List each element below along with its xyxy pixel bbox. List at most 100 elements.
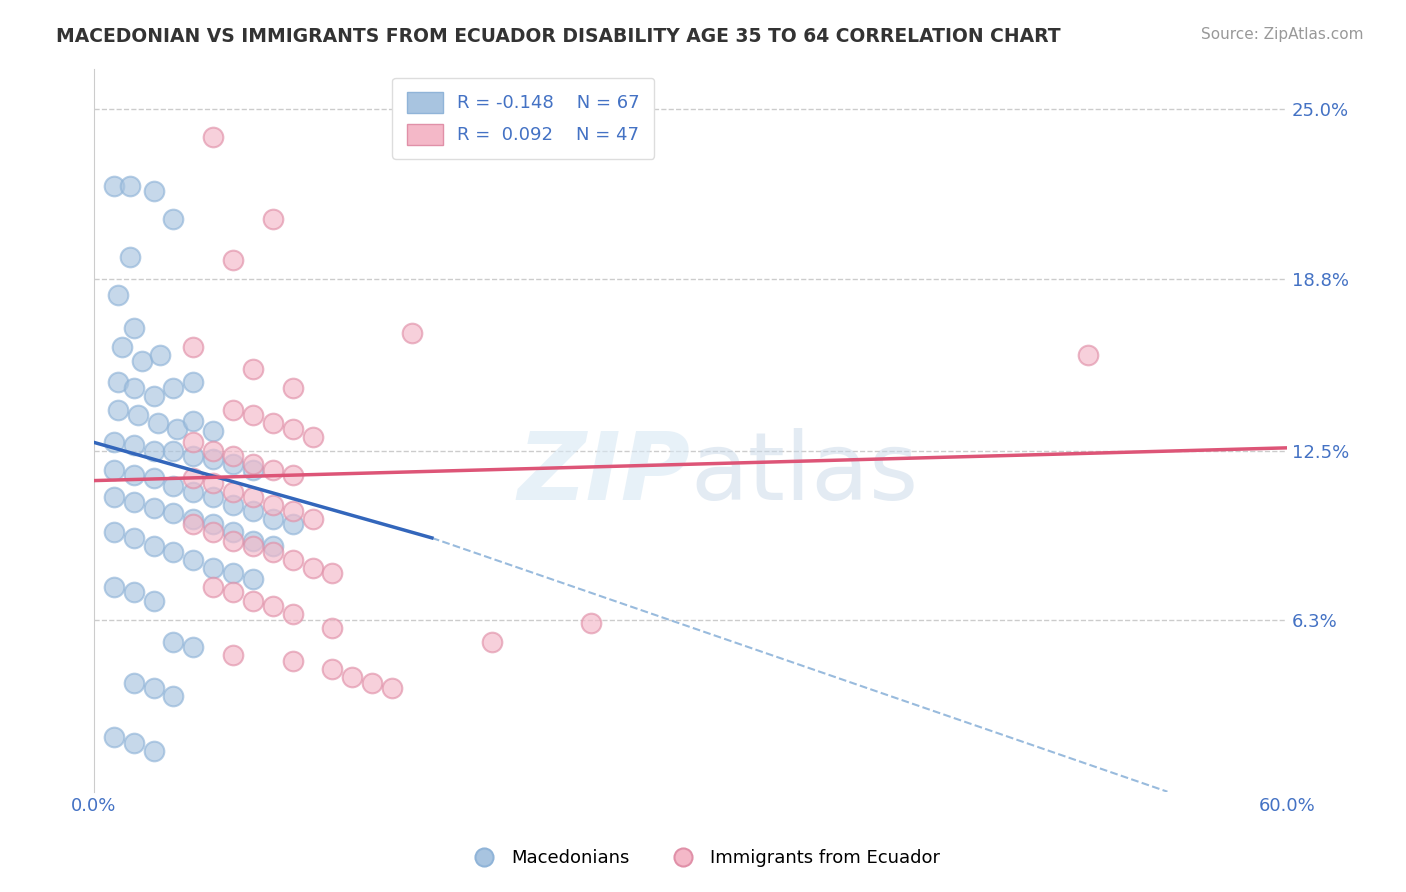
Point	[122, 381, 145, 395]
Point	[183, 449, 205, 463]
Point	[202, 129, 225, 144]
Point	[202, 490, 225, 504]
Point	[142, 500, 165, 515]
Point	[281, 422, 304, 436]
Point	[222, 648, 245, 663]
Point	[321, 621, 343, 635]
Point	[183, 553, 205, 567]
Point	[142, 389, 165, 403]
Point	[301, 561, 323, 575]
Point	[202, 580, 225, 594]
Point	[162, 634, 184, 648]
Point	[262, 498, 284, 512]
Point	[262, 539, 284, 553]
Point	[183, 512, 205, 526]
Point	[281, 517, 304, 532]
Point	[342, 670, 364, 684]
Point	[202, 561, 225, 575]
Point	[242, 593, 264, 607]
Point	[222, 566, 245, 581]
Point	[242, 408, 264, 422]
Point	[103, 730, 125, 744]
Point	[162, 544, 184, 558]
Point	[122, 735, 145, 749]
Point	[202, 525, 225, 540]
Point	[281, 654, 304, 668]
Point	[162, 211, 184, 226]
Point	[146, 417, 169, 431]
Legend: R = -0.148    N = 67, R =  0.092    N = 47: R = -0.148 N = 67, R = 0.092 N = 47	[392, 78, 654, 159]
Point	[103, 178, 125, 193]
Point	[242, 572, 264, 586]
Point	[118, 178, 141, 193]
Point	[281, 381, 304, 395]
Point	[281, 503, 304, 517]
Legend: Macedonians, Immigrants from Ecuador: Macedonians, Immigrants from Ecuador	[458, 842, 948, 874]
Point	[242, 539, 264, 553]
Point	[131, 353, 153, 368]
Point	[202, 425, 225, 439]
Text: MACEDONIAN VS IMMIGRANTS FROM ECUADOR DISABILITY AGE 35 TO 64 CORRELATION CHART: MACEDONIAN VS IMMIGRANTS FROM ECUADOR DI…	[56, 27, 1062, 45]
Point	[321, 566, 343, 581]
Point	[222, 484, 245, 499]
Point	[242, 361, 264, 376]
Point	[162, 381, 184, 395]
Point	[401, 326, 423, 341]
Point	[162, 689, 184, 703]
Point	[107, 288, 129, 302]
Point	[262, 211, 284, 226]
Point	[122, 468, 145, 483]
Point	[103, 463, 125, 477]
Point	[242, 463, 264, 477]
Point	[1077, 348, 1099, 362]
Point	[183, 484, 205, 499]
Point	[122, 495, 145, 509]
Point	[242, 503, 264, 517]
Point	[142, 471, 165, 485]
Point	[242, 490, 264, 504]
Point	[242, 457, 264, 471]
Point	[242, 533, 264, 548]
Point	[262, 599, 284, 614]
Point	[107, 402, 129, 417]
Point	[222, 498, 245, 512]
Point	[222, 402, 245, 417]
Point	[127, 408, 149, 422]
Point	[183, 435, 205, 450]
Point	[103, 435, 125, 450]
Point	[183, 340, 205, 354]
Point	[222, 525, 245, 540]
Point	[301, 512, 323, 526]
Point	[162, 443, 184, 458]
Point	[222, 449, 245, 463]
Point	[142, 443, 165, 458]
Point	[118, 250, 141, 264]
Point	[262, 417, 284, 431]
Point	[222, 252, 245, 267]
Point	[148, 348, 170, 362]
Point	[183, 517, 205, 532]
Point	[281, 468, 304, 483]
Point	[281, 607, 304, 622]
Point	[111, 340, 134, 354]
Point	[103, 580, 125, 594]
Point	[162, 479, 184, 493]
Point	[202, 451, 225, 466]
Point	[202, 443, 225, 458]
Point	[361, 675, 384, 690]
Point	[321, 662, 343, 676]
Point	[183, 376, 205, 390]
Text: atlas: atlas	[690, 427, 918, 519]
Point	[202, 476, 225, 491]
Point	[142, 539, 165, 553]
Point	[122, 320, 145, 334]
Text: ZIP: ZIP	[517, 427, 690, 519]
Point	[262, 512, 284, 526]
Point	[183, 471, 205, 485]
Point	[162, 506, 184, 520]
Point	[222, 457, 245, 471]
Point	[481, 634, 503, 648]
Point	[142, 593, 165, 607]
Point	[122, 531, 145, 545]
Point	[262, 544, 284, 558]
